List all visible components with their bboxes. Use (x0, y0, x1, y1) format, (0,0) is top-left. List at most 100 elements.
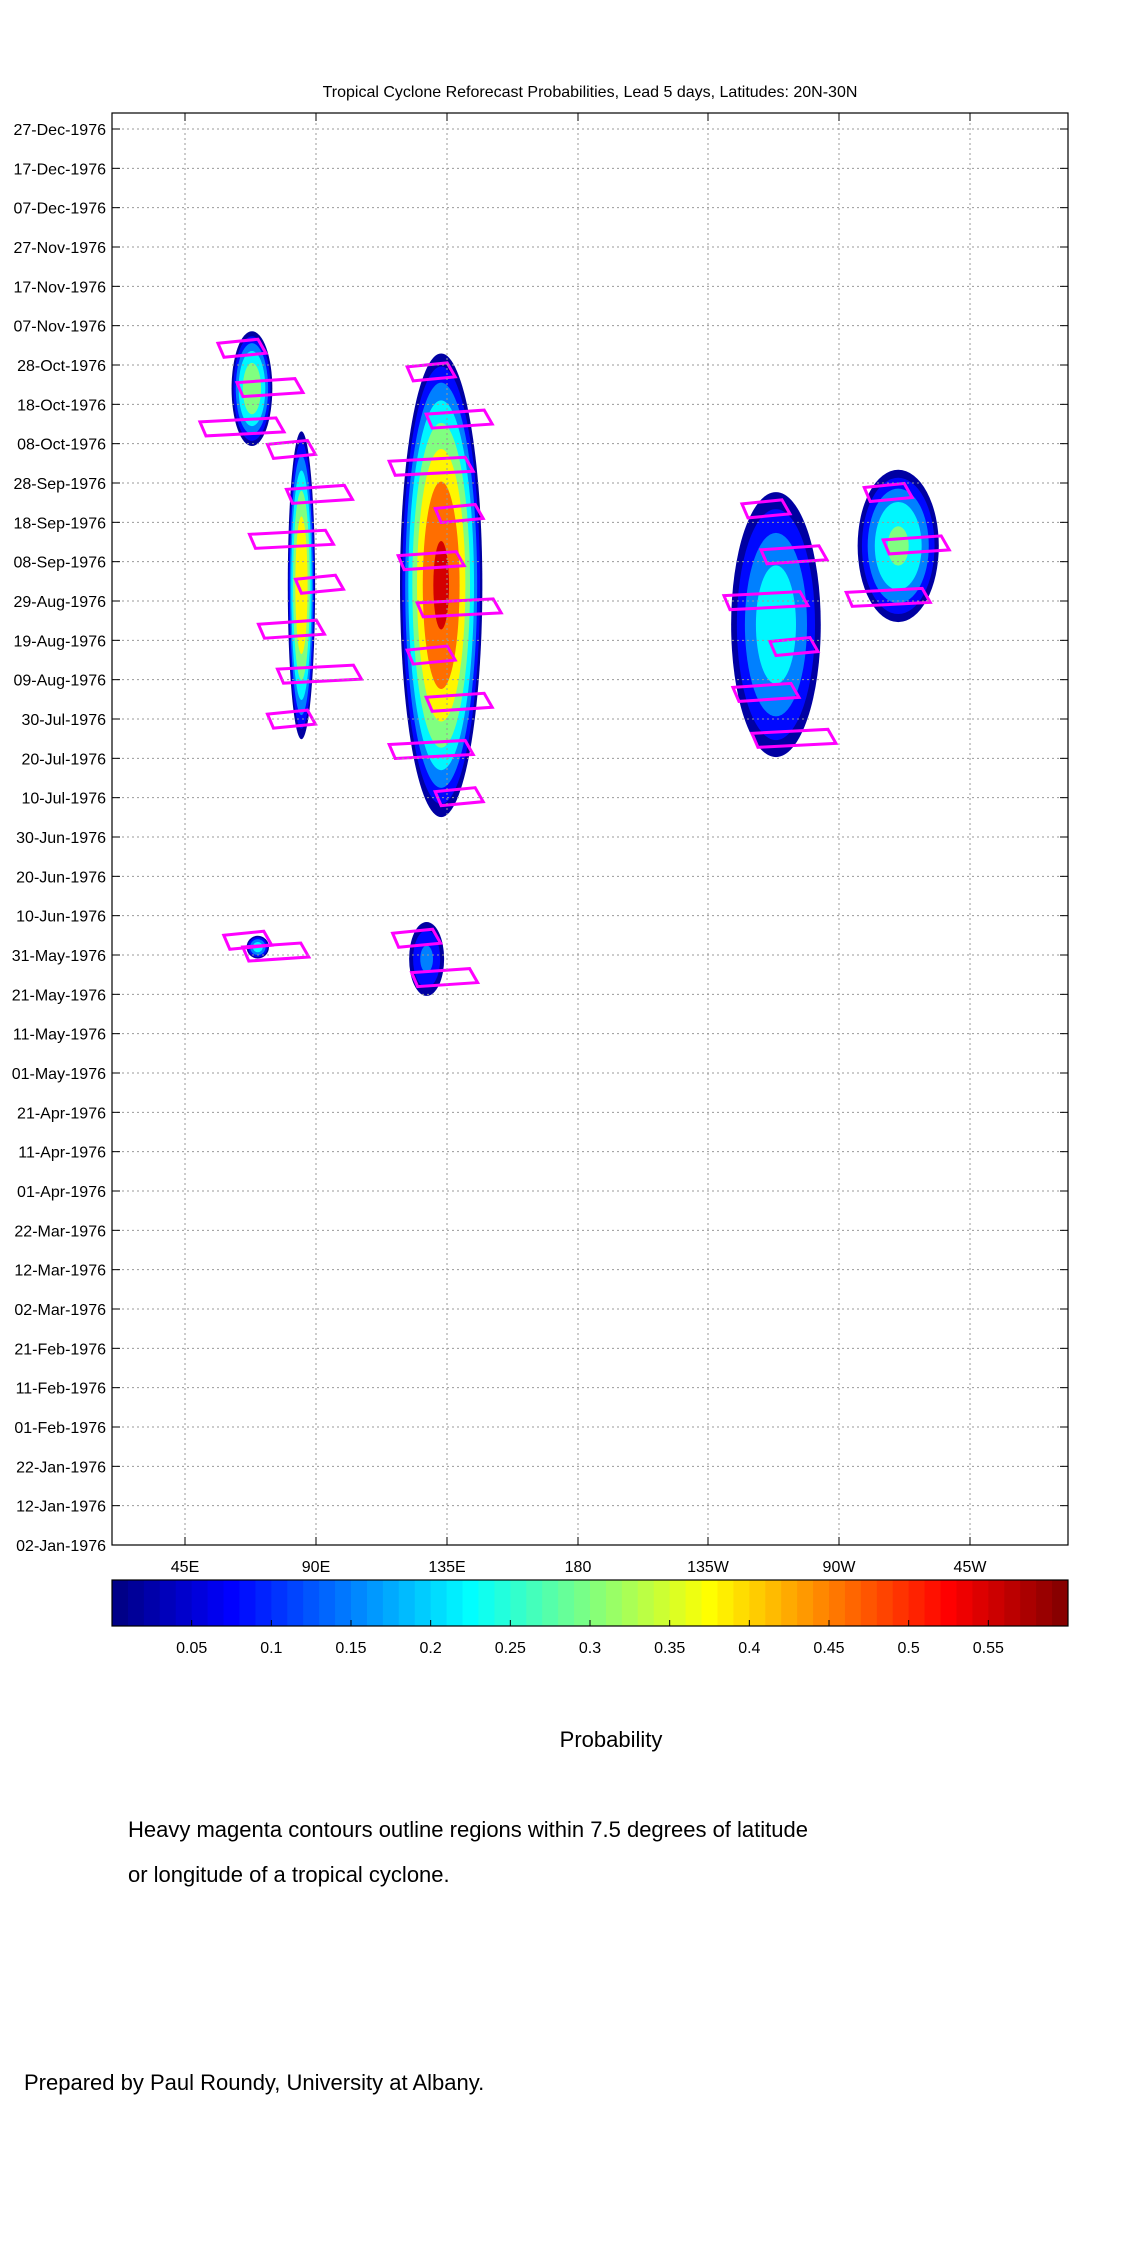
colorbar-segment (223, 1580, 240, 1626)
cyclone-contour (265, 438, 318, 461)
cyclone-contour (730, 681, 802, 704)
grid-lines (112, 113, 1068, 1546)
colorbar-segment (430, 1580, 448, 1626)
cyclone-contour (758, 544, 830, 566)
axes: 02-Jan-1976 12-Jan-1976 22-Jan-1976 01-Feb-… (12, 112, 1069, 1576)
cyclone-contour (404, 361, 458, 383)
cyclone-contour (275, 663, 364, 685)
y-tick-label: 20-Jul-1976 (22, 751, 107, 768)
colorbar-segment (637, 1580, 655, 1626)
colorbar-tick-label: 0.5 (898, 1640, 920, 1657)
y-tick-label: 21-May-1976 (12, 987, 106, 1004)
colorbar-tick-label: 0.45 (813, 1640, 844, 1657)
cyclone-contour (265, 708, 318, 730)
colorbar-segment (526, 1580, 543, 1626)
colorbar-segment (558, 1580, 575, 1626)
x-tick-label: 45W (954, 1559, 988, 1576)
colorbar-segment (191, 1580, 209, 1626)
y-tick-label: 10-Jul-1976 (22, 791, 107, 808)
cyclone-contour (432, 502, 486, 525)
colorbar-segment (924, 1580, 942, 1626)
colorbar-segment (127, 1580, 145, 1626)
y-tick-label: 17-Nov-1976 (14, 279, 107, 296)
colorbar-tick-label: 0.15 (335, 1640, 366, 1657)
y-tick-label: 01-May-1976 (12, 1066, 106, 1083)
colorbar-segment (860, 1580, 878, 1626)
cyclone-contour (862, 481, 915, 504)
cyclone-contours (197, 337, 952, 989)
colorbar-segment (940, 1580, 957, 1626)
y-tick-label: 29-Aug-1976 (13, 594, 106, 611)
colorbar-segment (143, 1580, 161, 1626)
colorbar-tick-label: 0.35 (654, 1640, 685, 1657)
x-tick-label: 180 (565, 1559, 592, 1576)
y-tick-label: 10-Jun-1976 (16, 909, 106, 926)
y-tick-label: 07-Nov-1976 (14, 319, 107, 336)
colorbar-segment (653, 1580, 671, 1626)
cyclone-contour (404, 644, 458, 666)
colorbar-segment (239, 1580, 256, 1626)
heat-blob-atlantic (857, 469, 939, 623)
colorbar-segment (542, 1580, 559, 1626)
cyclone-contour (386, 455, 476, 477)
colorbar-segment (908, 1580, 926, 1626)
colorbar: 0.05 0.1 0.15 0.2 0.25 0.3 0.35 0.4 0.45 0.5 0.55 (111, 1579, 1069, 1657)
colorbar-segment (733, 1580, 750, 1626)
y-tick-label: 11-May-1976 (13, 1027, 106, 1044)
y-tick-label: 22-Mar-1976 (14, 1223, 106, 1240)
colorbar-segment (159, 1580, 177, 1626)
credit-line: Prepared by Paul Roundy, University at A… (24, 2070, 485, 2095)
colorbar-segment (446, 1580, 464, 1626)
y-tick-label: 02-Mar-1976 (14, 1302, 106, 1319)
plot-area (112, 113, 1068, 1545)
colorbar-segment (478, 1580, 495, 1626)
y-tick-label: 19-Aug-1976 (13, 633, 106, 650)
plot-background (112, 113, 1068, 1545)
colorbar-segment (112, 1580, 129, 1626)
x-tick-label: 90E (302, 1559, 330, 1576)
colorbar-segment (574, 1580, 591, 1626)
contour-note-line-2: or longitude of a tropical cyclone. (128, 1862, 450, 1887)
colorbar-segment (685, 1580, 703, 1626)
cyclone-contour (390, 927, 444, 949)
colorbar-segment (1036, 1580, 1053, 1626)
colorbar-segment (590, 1580, 607, 1626)
heat-level (887, 526, 909, 566)
colorbar-segment (255, 1580, 272, 1626)
colorbar-segment (829, 1580, 846, 1626)
colorbar-segment (287, 1580, 304, 1626)
colorbar-segment (765, 1580, 782, 1626)
colorbar-segment (813, 1580, 830, 1626)
heat-blob-arabian-sea (231, 331, 273, 446)
colorbar-tick-label: 0.1 (260, 1640, 282, 1657)
plot-frame (111, 112, 1069, 1546)
y-tick-label: 08-Sep-1976 (13, 555, 106, 572)
colorbar-segment (749, 1580, 766, 1626)
y-tick-label: 11-Apr-1976 (18, 1145, 106, 1162)
colorbar-segment (972, 1580, 989, 1626)
cyclone-contour (432, 786, 486, 808)
colorbar-segment (462, 1580, 479, 1626)
colorbar-segment (621, 1580, 639, 1626)
colorbar-segment (175, 1580, 193, 1626)
colorbar-segment (797, 1580, 814, 1626)
cyclone-contour (240, 941, 312, 963)
cyclone-contour (843, 586, 933, 608)
cyclone-contour (386, 738, 476, 761)
colorbar-segment (494, 1580, 511, 1626)
y-tick-label: 07-Dec-1976 (14, 201, 107, 218)
colorbar-segment (956, 1580, 973, 1626)
cyclone-contour (409, 967, 481, 989)
x-tick-label: 135E (428, 1559, 465, 1576)
y-tick-label: 18-Oct-1976 (17, 397, 106, 414)
y-tick-label: 27-Nov-1976 (14, 240, 107, 257)
cyclone-contour (881, 534, 952, 556)
y-tick-label: 30-Jun-1976 (16, 830, 106, 847)
colorbar-segment (1020, 1580, 1037, 1626)
y-tick-label: 01-Feb-1976 (14, 1420, 106, 1437)
cyclone-contour (247, 528, 336, 550)
y-tick-label: 21-Feb-1976 (14, 1341, 106, 1358)
y-tick-label: 22-Jan-1976 (16, 1459, 106, 1476)
colorbar-segment (414, 1580, 432, 1626)
heatmap-layer (231, 331, 939, 996)
